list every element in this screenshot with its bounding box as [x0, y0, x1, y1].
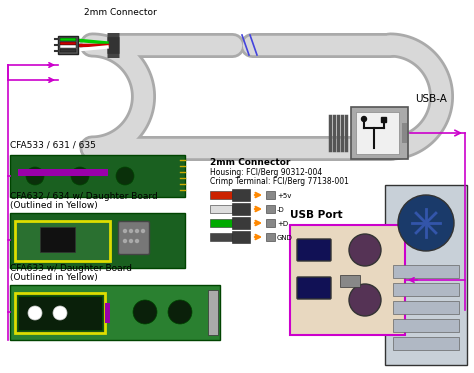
- Text: Crimp Terminal: FCI/Berg 77138-001: Crimp Terminal: FCI/Berg 77138-001: [210, 177, 349, 186]
- Circle shape: [349, 234, 381, 266]
- Text: CFA632 / 634 w/ Daughter Board: CFA632 / 634 w/ Daughter Board: [10, 192, 158, 201]
- Bar: [385, 185, 467, 365]
- Circle shape: [124, 229, 127, 232]
- Text: +5v: +5v: [277, 193, 292, 199]
- Text: USB-A: USB-A: [415, 94, 447, 104]
- Circle shape: [53, 306, 67, 320]
- Bar: [266, 233, 275, 241]
- Text: +D: +D: [277, 221, 288, 227]
- Bar: [10, 285, 220, 340]
- Circle shape: [168, 300, 192, 324]
- Text: CFA633 w/ Daughter Board: CFA633 w/ Daughter Board: [10, 264, 132, 273]
- Bar: [210, 191, 232, 199]
- Circle shape: [116, 167, 134, 185]
- Bar: [60, 41, 76, 44]
- FancyBboxPatch shape: [297, 277, 331, 299]
- Text: GND: GND: [277, 235, 293, 241]
- Bar: [210, 205, 232, 213]
- Bar: [60, 45, 76, 48]
- Bar: [393, 301, 459, 314]
- Circle shape: [142, 229, 145, 232]
- Circle shape: [124, 239, 127, 242]
- Bar: [232, 231, 250, 243]
- Bar: [10, 213, 185, 268]
- Circle shape: [26, 167, 44, 185]
- Text: USB Port: USB Port: [290, 210, 343, 220]
- Circle shape: [398, 195, 454, 251]
- Bar: [18, 296, 102, 330]
- Bar: [402, 123, 407, 143]
- Circle shape: [136, 229, 138, 232]
- Bar: [208, 290, 218, 335]
- Bar: [60, 38, 76, 41]
- Bar: [10, 155, 185, 197]
- Circle shape: [28, 306, 42, 320]
- Bar: [266, 191, 275, 199]
- Bar: [232, 189, 250, 201]
- Bar: [393, 337, 459, 350]
- Bar: [210, 233, 232, 241]
- Text: Housing: FCI/Berg 90312-004: Housing: FCI/Berg 90312-004: [210, 168, 322, 177]
- Bar: [40, 227, 75, 252]
- Bar: [15, 221, 110, 261]
- Bar: [232, 217, 250, 229]
- Bar: [232, 203, 250, 215]
- Circle shape: [71, 167, 89, 185]
- FancyBboxPatch shape: [297, 239, 331, 261]
- FancyBboxPatch shape: [351, 107, 408, 159]
- Bar: [356, 112, 399, 154]
- Text: 2mm Connector: 2mm Connector: [83, 8, 156, 17]
- Bar: [266, 219, 275, 227]
- Bar: [15, 293, 105, 333]
- Bar: [382, 117, 386, 122]
- Circle shape: [129, 239, 133, 242]
- Bar: [340, 275, 360, 287]
- Text: (Outlined in Yellow): (Outlined in Yellow): [10, 201, 98, 210]
- Text: -D: -D: [277, 207, 285, 213]
- Bar: [60, 48, 76, 51]
- Circle shape: [133, 300, 157, 324]
- Bar: [58, 36, 78, 54]
- Bar: [18, 169, 108, 176]
- Bar: [210, 219, 232, 227]
- Circle shape: [349, 284, 381, 316]
- Bar: [266, 205, 275, 213]
- Bar: [105, 303, 110, 323]
- Bar: [393, 283, 459, 296]
- Text: CFA533 / 631 / 635: CFA533 / 631 / 635: [10, 140, 96, 149]
- Bar: [393, 319, 459, 332]
- FancyBboxPatch shape: [118, 222, 149, 254]
- Circle shape: [362, 116, 366, 122]
- Text: (Outlined in Yellow): (Outlined in Yellow): [10, 273, 98, 282]
- Bar: [290, 225, 405, 335]
- Text: 2mm Connector: 2mm Connector: [210, 158, 291, 167]
- Bar: [393, 265, 459, 278]
- Circle shape: [129, 229, 133, 232]
- Circle shape: [136, 239, 138, 242]
